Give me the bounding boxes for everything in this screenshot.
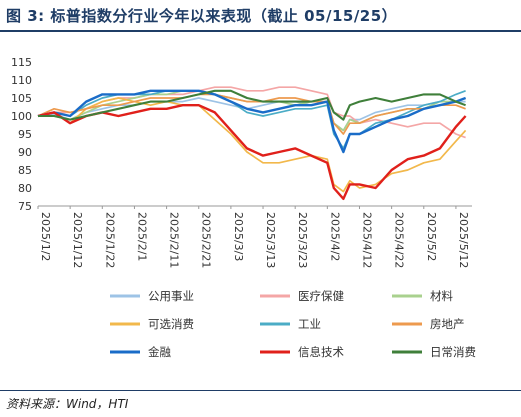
y-tick-label: 115: [11, 56, 32, 69]
x-tick-label: 2025/2/1: [135, 212, 148, 261]
source-note: 资料来源：Wind，HTI: [6, 397, 129, 411]
series-line: [38, 89, 466, 121]
legend-label: 金融: [148, 345, 171, 359]
x-tick-label: 2025/5/2: [425, 212, 438, 261]
x-tick-label: 2025/5/12: [457, 212, 470, 268]
x-tick-label: 2025/3/13: [264, 212, 277, 268]
x-axis: 2025/1/2 2025/1/12 2025/1/22 2025/2/1 2025/2…: [37, 205, 472, 268]
x-tick-label: 2025/2/11: [168, 212, 181, 268]
y-tick-label: 100: [11, 110, 32, 123]
series-line: [37, 103, 467, 201]
x-tick-label: 2025/4/22: [393, 212, 406, 268]
legend-label: 材料: [430, 289, 453, 303]
y-tick-label: 90: [18, 146, 32, 159]
title-rule: [0, 30, 521, 32]
x-tick-label: 2025/3/23: [296, 212, 309, 268]
y-tick-label: 105: [11, 92, 32, 105]
legend-label: 医疗保健: [298, 289, 344, 303]
series-layer: [37, 86, 467, 201]
x-tick-label: 2025/1/12: [71, 212, 84, 268]
legend-label: 日常消费: [430, 345, 476, 359]
x-tick-label: 2025/2/21: [200, 212, 213, 268]
x-tick-label: 2025/1/2: [39, 212, 52, 261]
legend-label: 信息技术: [298, 345, 344, 359]
y-tick-label: 75: [18, 200, 32, 213]
legend-label: 工业: [298, 317, 321, 331]
x-tick-label: 2025/1/22: [103, 212, 116, 268]
sector-performance-chart: 75 80 85 90 95 100 105 110 115 2025/1/2 2025/1/12…: [11, 56, 476, 359]
series-line: [37, 97, 467, 193]
y-tick-label: 85: [18, 164, 32, 177]
y-tick-label: 110: [11, 74, 32, 87]
x-tick-label: 2025/4/12: [360, 212, 373, 268]
y-tick-label: 95: [18, 128, 32, 141]
series-line: [37, 89, 467, 154]
x-tick-label: 2025/4/2: [328, 212, 341, 261]
legend-label: 可选消费: [148, 317, 194, 331]
series-line: [37, 93, 466, 135]
legend-label: 房地产: [430, 317, 465, 331]
y-axis: 75 80 85 90 95 100 105 110 115: [11, 56, 32, 213]
figure-title: 图 3: 标普指数分行业今年以来表现（截止 05/15/25）: [6, 7, 398, 25]
footer-rule: [0, 390, 521, 391]
y-tick-label: 80: [18, 182, 32, 195]
x-tick-label: 2025/3/3: [232, 212, 245, 261]
legend-label: 公用事业: [148, 289, 194, 303]
